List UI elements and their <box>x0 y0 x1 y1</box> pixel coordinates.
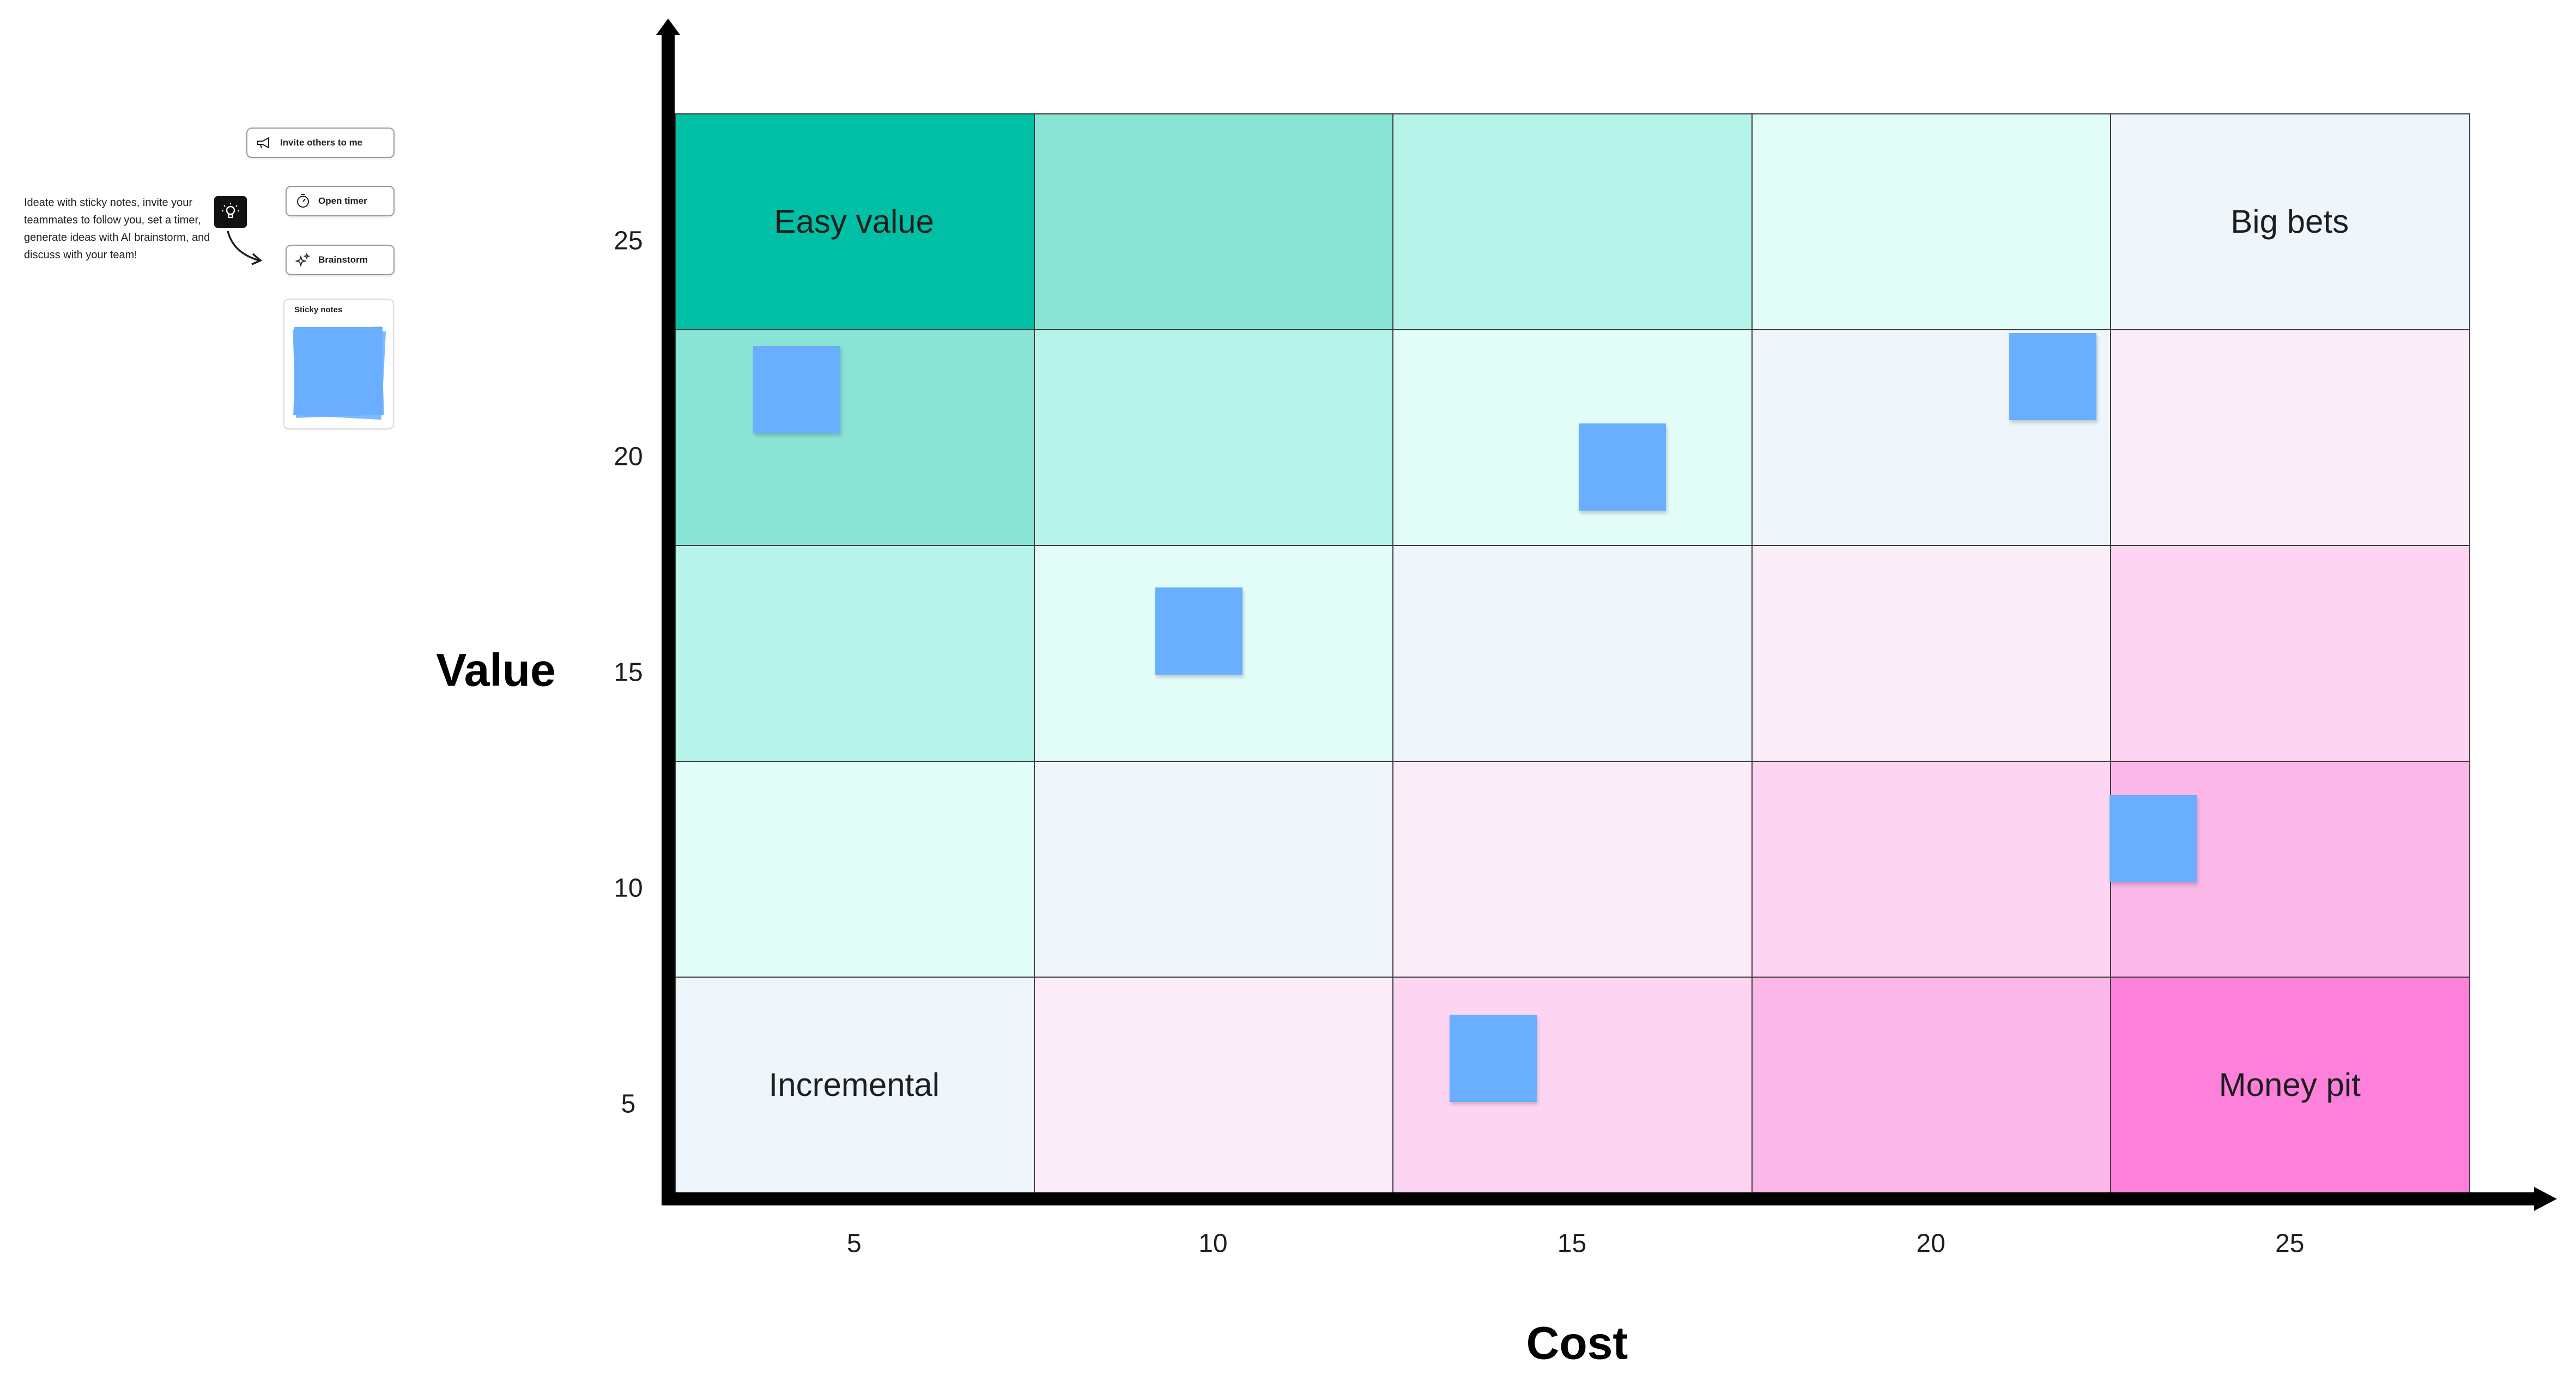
timer-icon <box>297 194 309 208</box>
quadrant-label: Incremental <box>768 1066 940 1103</box>
invite-others-label: Invite others to me <box>280 137 363 148</box>
sticky-notes-card[interactable]: Sticky notes <box>283 299 394 429</box>
x-tick-label: 10 <box>1198 1229 1228 1258</box>
megaphone-icon <box>257 137 269 149</box>
matrix-cell <box>675 761 1035 978</box>
sticky-notes-card-title: Sticky notes <box>294 305 343 314</box>
matrix-cell <box>675 545 1035 762</box>
matrix-cell <box>1751 545 2112 762</box>
y-tick-label: 5 <box>621 1089 636 1119</box>
y-tick-label: 10 <box>614 874 643 903</box>
brainstorm-label: Brainstorm <box>318 254 368 265</box>
open-timer-label: Open timer <box>318 196 367 206</box>
matrix-cell <box>1751 761 2112 978</box>
matrix-cell <box>1751 113 2112 330</box>
sticky-stack-front <box>294 327 383 415</box>
curved-arrow-icon <box>227 231 263 265</box>
sticky-note[interactable] <box>1578 423 1666 511</box>
sticky-note[interactable] <box>753 346 840 433</box>
matrix-cell <box>675 329 1035 546</box>
y-axis-title: Value <box>436 644 556 696</box>
sticky-note[interactable] <box>1449 1015 1537 1102</box>
matrix-cell <box>2110 977 2470 1193</box>
y-tick-label: 15 <box>614 658 643 687</box>
matrix-cell <box>2110 329 2470 546</box>
instruction-text: Ideate with sticky notes, invite your te… <box>24 197 210 261</box>
quadrant-label: Big bets <box>2230 203 2349 240</box>
matrix-cell <box>1033 977 1394 1193</box>
matrix-cell <box>1033 329 1394 546</box>
quadrant-label: Easy value <box>774 203 935 240</box>
matrix-cell <box>675 977 1035 1193</box>
matrix-cell <box>675 113 1035 330</box>
matrix-cell <box>1033 761 1394 978</box>
x-axis-title: Cost <box>1526 1317 1628 1369</box>
matrix-cell <box>1033 113 1394 330</box>
y-tick-label: 20 <box>614 442 643 471</box>
matrix-cell <box>1392 545 1753 762</box>
matrix-cell <box>2110 545 2470 762</box>
invite-others-button[interactable]: Invite others to me <box>246 128 395 158</box>
x-tick-label: 15 <box>1557 1229 1587 1258</box>
x-tick-label: 5 <box>846 1229 862 1258</box>
x-tick-label: 25 <box>2275 1229 2305 1258</box>
matrix-cell <box>1392 113 1753 330</box>
x-tick-label: 20 <box>1916 1229 1945 1258</box>
open-timer-button[interactable]: Open timer <box>286 186 395 216</box>
y-axis-arrowhead <box>656 19 680 35</box>
lightbulb-icon <box>214 196 247 228</box>
matrix-cell <box>2110 113 2470 330</box>
sticky-note[interactable] <box>2110 795 2197 882</box>
matrix-cell <box>1751 977 2112 1193</box>
matrix-cell <box>1392 329 1753 546</box>
matrix-cell <box>1392 977 1753 1193</box>
matrix-cell <box>1392 761 1753 978</box>
sticky-note[interactable] <box>2009 333 2097 421</box>
sparkle-icon <box>295 252 311 267</box>
y-tick-label: 25 <box>614 226 643 256</box>
sticky-note[interactable] <box>1155 587 1242 675</box>
quadrant-label: Money pit <box>2219 1066 2361 1103</box>
x-axis-arrowhead <box>2534 1187 2557 1211</box>
brainstorm-button[interactable]: Brainstorm <box>286 245 395 275</box>
